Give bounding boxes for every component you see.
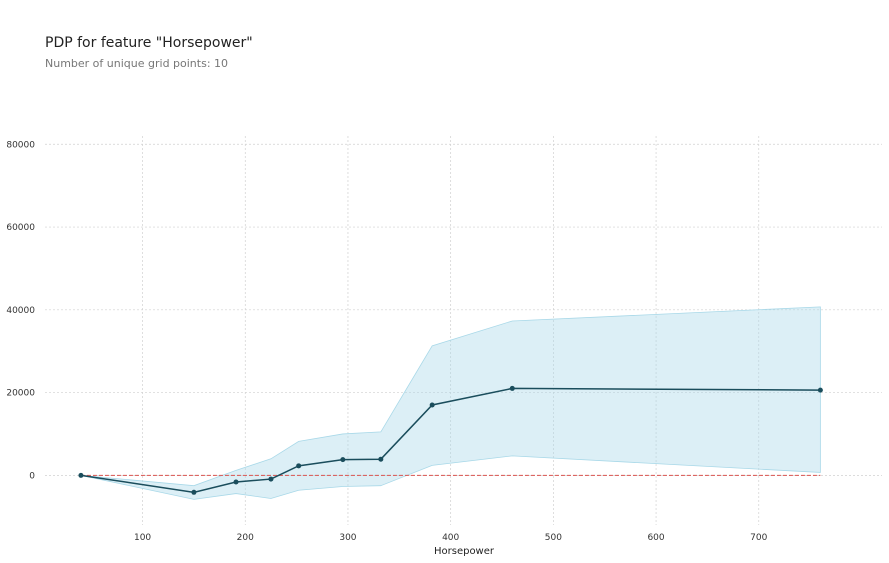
y-tick-label-80000: 80000 [6, 140, 35, 150]
x-tick-label-700: 700 [750, 533, 767, 543]
x-tick-label-200: 200 [237, 533, 254, 543]
pdp-point-9 [817, 387, 823, 393]
pdp-point-6 [378, 456, 384, 462]
y-tick-label-60000: 60000 [6, 223, 35, 233]
chart-title: PDP for feature "Horsepower" [45, 35, 253, 51]
y-tick-label-40000: 40000 [6, 306, 35, 316]
y-tick-label-0: 0 [29, 471, 35, 481]
pdp-point-0 [78, 472, 84, 478]
y-tick-label-20000: 20000 [6, 389, 35, 399]
x-axis-label: Horsepower [434, 546, 495, 557]
x-tick-label-300: 300 [339, 533, 356, 543]
chart-subtitle: Number of unique grid points: 10 [45, 57, 229, 70]
x-tick-label-100: 100 [134, 533, 151, 543]
pdp-point-8 [509, 385, 515, 391]
pdp-point-2 [233, 479, 239, 485]
pdp-point-5 [340, 457, 346, 463]
pdp-line [80, 387, 821, 494]
confidence-band [80, 306, 821, 500]
x-tick-label-600: 600 [647, 533, 664, 543]
x-tick-label-500: 500 [545, 533, 562, 543]
pdp-point-7 [429, 402, 435, 408]
pdp-point-1 [191, 489, 197, 495]
pdp-point-4 [296, 463, 302, 469]
pdp-point-3 [268, 476, 274, 482]
x-tick-label-400: 400 [442, 533, 459, 543]
